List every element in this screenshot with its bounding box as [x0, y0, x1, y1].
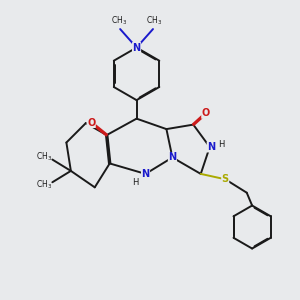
Text: N: N [142, 169, 150, 179]
Text: H: H [218, 140, 224, 148]
Text: N: N [133, 43, 141, 52]
Text: N: N [207, 142, 215, 152]
Text: CH$_3$: CH$_3$ [36, 178, 52, 191]
Text: O: O [202, 108, 210, 118]
Text: N: N [168, 152, 176, 163]
Text: CH$_3$: CH$_3$ [111, 14, 127, 27]
Text: H: H [132, 178, 138, 187]
Text: CH$_3$: CH$_3$ [36, 151, 52, 164]
Text: S: S [222, 174, 229, 184]
Text: O: O [87, 118, 95, 128]
Text: CH$_3$: CH$_3$ [146, 14, 163, 27]
